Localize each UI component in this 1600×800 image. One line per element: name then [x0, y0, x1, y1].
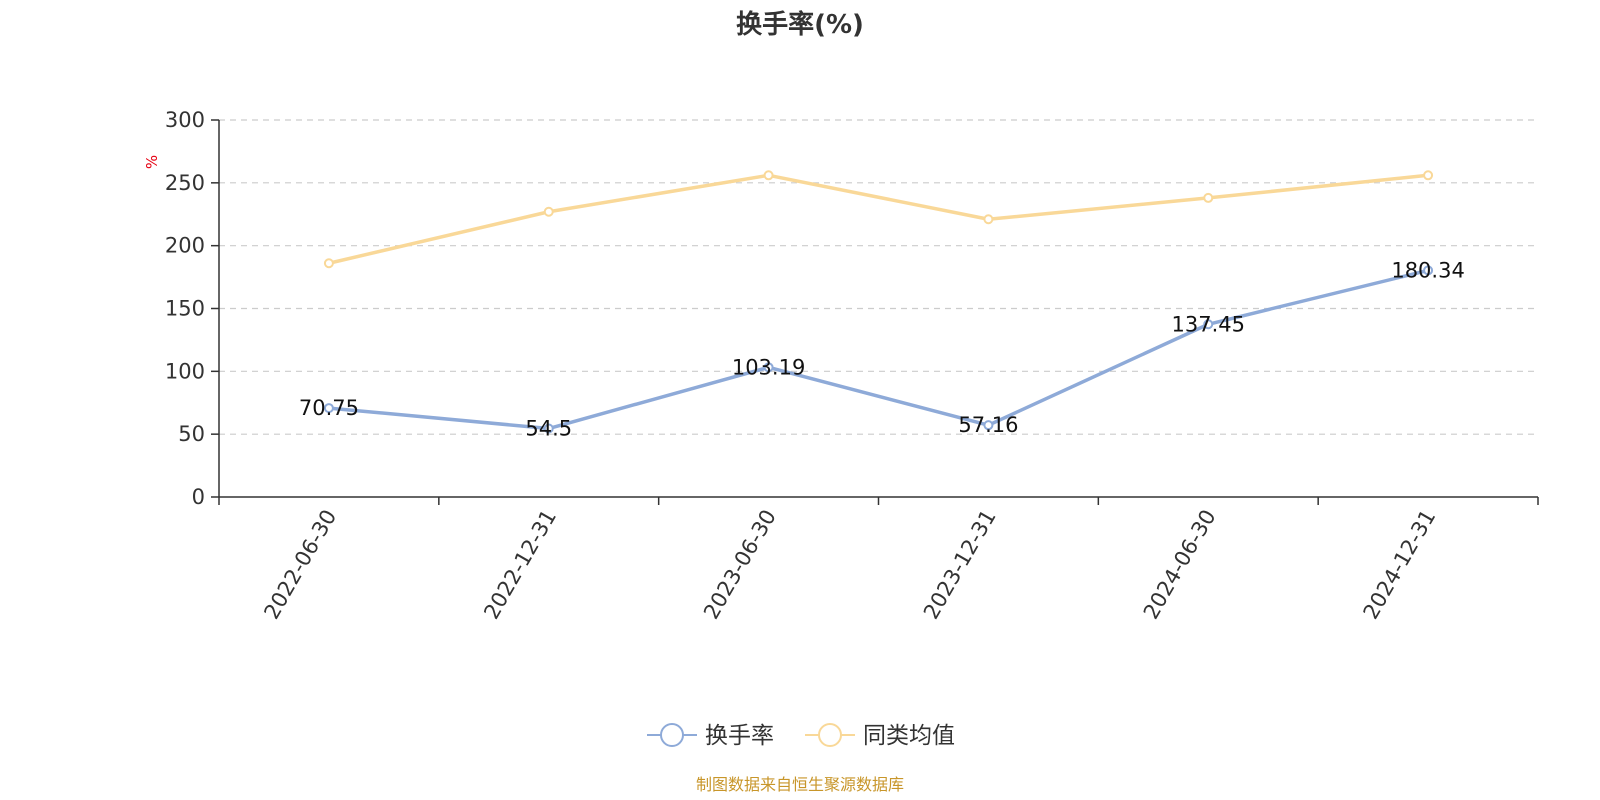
legend-label: 同类均值 [863, 723, 955, 749]
chart-title: 换手率(%) [736, 9, 864, 40]
y-tick-label: 100 [165, 359, 205, 383]
y-tick-label: 50 [178, 422, 205, 446]
y-axis-unit-label: % [143, 155, 161, 169]
legend-marker [660, 723, 684, 747]
x-tick-label: 2023-12-31 [919, 506, 1001, 624]
data-point[interactable] [1203, 192, 1214, 203]
data-point[interactable] [983, 214, 994, 225]
y-tick-label: 200 [165, 234, 205, 258]
y-tick-label: 150 [165, 297, 205, 321]
data-point[interactable] [1423, 265, 1434, 276]
y-tick-label: 250 [165, 171, 205, 195]
x-tick-label: 2024-06-30 [1139, 506, 1221, 624]
data-label: 54.5 [525, 417, 572, 441]
series-lines [323, 170, 1434, 434]
series-line[interactable] [328, 268, 1429, 431]
y-tick-label: 300 [165, 108, 205, 132]
legend[interactable]: 换手率 同类均值 [647, 723, 955, 749]
legend-item[interactable]: 同类均值 [805, 723, 955, 749]
data-point[interactable] [543, 206, 554, 217]
legend-marker [818, 723, 842, 747]
data-point[interactable] [763, 362, 774, 373]
data-point[interactable] [323, 403, 334, 414]
legend-item[interactable]: 换手率 [647, 723, 774, 749]
data-label: 103.19 [732, 355, 805, 379]
x-tick-label: 2022-06-30 [259, 506, 341, 624]
data-labels: 70.75 54.5 103.19 57.16 137.45 180.34 [299, 258, 1465, 440]
series-line[interactable] [328, 173, 1429, 265]
data-point[interactable] [763, 170, 774, 181]
data-point[interactable] [323, 258, 334, 269]
y-tick-label: 0 [192, 485, 205, 509]
data-point[interactable] [983, 420, 994, 431]
x-tick-label: 2022-12-31 [479, 506, 561, 624]
data-point[interactable] [543, 423, 554, 434]
legend-label: 换手率 [705, 723, 774, 749]
data-source-note: 制图数据来自恒生聚源数据库 [696, 775, 904, 794]
data-point[interactable] [1203, 319, 1214, 330]
gridlines [219, 119, 1538, 435]
data-label: 70.75 [299, 396, 359, 420]
data-point[interactable] [1423, 170, 1434, 181]
data-label: 137.45 [1172, 312, 1245, 336]
data-label: 180.34 [1391, 258, 1464, 282]
data-label: 57.16 [958, 413, 1018, 437]
x-tick-label: 2024-12-31 [1359, 506, 1441, 624]
x-tick-label: 2023-06-30 [699, 506, 781, 624]
